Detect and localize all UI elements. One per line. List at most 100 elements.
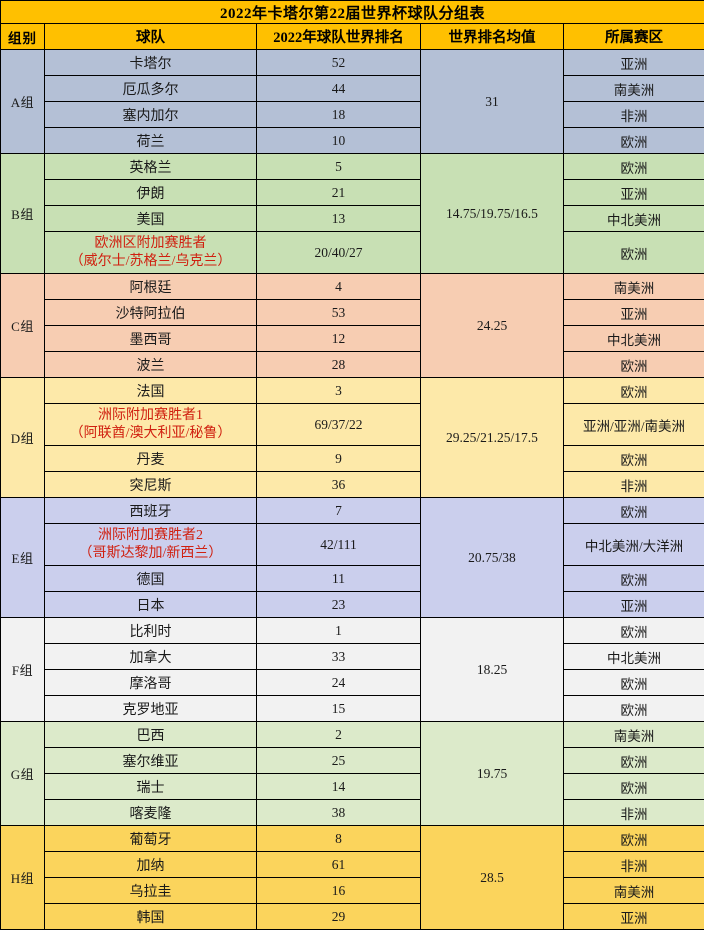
confederation-cell: 亚洲 [564,300,704,326]
confederation-cell: 亚洲 [564,50,704,76]
confederation-cell: 非洲 [564,472,704,498]
group-name-cell: F组 [1,618,45,722]
confederation-cell: 南美洲 [564,274,704,300]
team-name-primary: 洲际附加赛胜者2 [45,527,256,545]
confederation-cell: 中北美洲 [564,206,704,232]
team-name-candidates: （哥斯达黎加/新西兰） [45,545,256,563]
team-name-cell: 沙特阿拉伯 [45,300,257,326]
confederation-cell: 欧洲 [564,670,704,696]
confederation-cell: 亚洲 [564,180,704,206]
team-name-candidates: （威尔士/苏格兰/乌克兰） [45,253,256,271]
world-rank-cell: 61 [257,852,421,878]
team-name-cell: 墨西哥 [45,326,257,352]
world-rank-cell: 23 [257,592,421,618]
column-header-group: 组别 [1,24,45,50]
group-name-cell: E组 [1,498,45,618]
team-name-cell: 塞内加尔 [45,102,257,128]
team-name-cell: 卡塔尔 [45,50,257,76]
average-rank-cell: 14.75/19.75/16.5 [421,154,564,274]
world-rank-cell: 3 [257,378,421,404]
team-name-cell: 克罗地亚 [45,696,257,722]
world-rank-cell: 4 [257,274,421,300]
world-rank-cell: 33 [257,644,421,670]
confederation-cell: 中北美洲 [564,644,704,670]
confederation-cell: 亚洲 [564,904,704,930]
team-name-cell: 英格兰 [45,154,257,180]
world-rank-cell: 8 [257,826,421,852]
group-name-cell: G组 [1,722,45,826]
average-rank-cell: 24.25 [421,274,564,378]
world-rank-cell: 2 [257,722,421,748]
team-name-cell: 巴西 [45,722,257,748]
team-name-primary: 洲际附加赛胜者1 [45,407,256,425]
confederation-cell: 中北美洲 [564,326,704,352]
confederation-cell: 欧洲 [564,446,704,472]
page-title: 2022年卡塔尔第22届世界杯球队分组表 [1,1,704,24]
group-name-cell: A组 [1,50,45,154]
world-rank-cell: 38 [257,800,421,826]
world-rank-cell: 20/40/27 [257,232,421,274]
world-rank-cell: 52 [257,50,421,76]
confederation-cell: 欧洲 [564,154,704,180]
team-name-cell: 荷兰 [45,128,257,154]
team-name-cell: 摩洛哥 [45,670,257,696]
average-rank-cell: 28.5 [421,826,564,930]
confederation-cell: 欧洲 [564,618,704,644]
confederation-cell: 欧洲 [564,774,704,800]
team-name-cell: 法国 [45,378,257,404]
worldcup-groups-document: 2022年卡塔尔第22届世界杯球队分组表 组别 球队 2022年球队世界排名 世… [0,0,704,745]
team-name-cell: 伊朗 [45,180,257,206]
confederation-cell: 欧洲 [564,748,704,774]
world-rank-cell: 18 [257,102,421,128]
team-name-cell: 乌拉圭 [45,878,257,904]
world-rank-cell: 11 [257,566,421,592]
confederation-cell: 欧洲 [564,696,704,722]
table-header-row: 组别 球队 2022年球队世界排名 世界排名均值 所属赛区 [1,24,704,50]
confederation-cell: 非洲 [564,102,704,128]
column-header-avg: 世界排名均值 [421,24,564,50]
team-name-cell: 比利时 [45,618,257,644]
confederation-cell: 欧洲 [564,352,704,378]
team-name-cell: 加纳 [45,852,257,878]
average-rank-cell: 29.25/21.25/17.5 [421,378,564,498]
column-header-team: 球队 [45,24,257,50]
team-name-cell: 洲际附加赛胜者1（阿联酋/澳大利亚/秘鲁） [45,404,257,446]
world-rank-cell: 9 [257,446,421,472]
team-name-cell: 阿根廷 [45,274,257,300]
team-name-cell: 洲际附加赛胜者2（哥斯达黎加/新西兰） [45,524,257,566]
world-rank-cell: 5 [257,154,421,180]
team-name-cell: 瑞士 [45,774,257,800]
confederation-cell: 欧洲 [564,826,704,852]
average-rank-cell: 19.75 [421,722,564,826]
world-rank-cell: 53 [257,300,421,326]
world-rank-cell: 44 [257,76,421,102]
column-header-region: 所属赛区 [564,24,704,50]
world-rank-cell: 14 [257,774,421,800]
confederation-cell: 欧洲 [564,378,704,404]
group-name-cell: H组 [1,826,45,930]
world-rank-cell: 24 [257,670,421,696]
confederation-cell: 南美洲 [564,878,704,904]
world-rank-cell: 29 [257,904,421,930]
team-name-cell: 欧洲区附加赛胜者（威尔士/苏格兰/乌克兰） [45,232,257,274]
